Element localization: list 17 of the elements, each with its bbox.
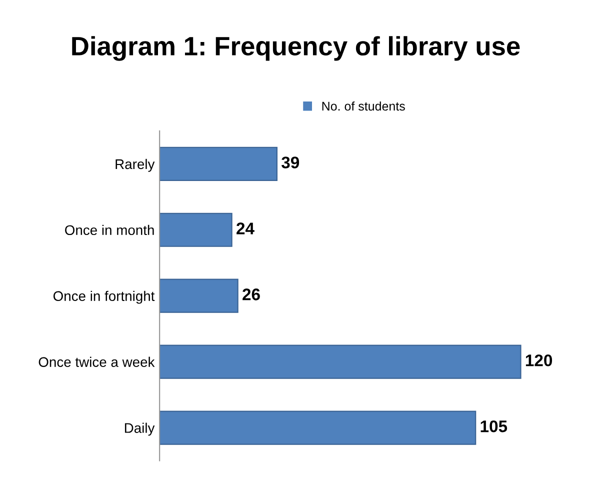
y-tick-label: Once twice a week xyxy=(38,356,155,367)
bar xyxy=(160,410,476,445)
chart-title: Diagram 1: Frequency of library use xyxy=(72,36,520,61)
legend-label: No. of students xyxy=(322,101,405,111)
bar xyxy=(160,146,278,181)
y-tick-label: Once in fortnight xyxy=(53,290,155,304)
bar xyxy=(160,344,522,379)
y-tick-label: Once in month xyxy=(65,224,154,236)
y-tick-label: Rarely xyxy=(116,158,155,172)
bar xyxy=(160,278,238,313)
data-label: 120 xyxy=(526,354,552,366)
data-label: 24 xyxy=(236,222,254,234)
data-label: 39 xyxy=(282,156,300,168)
y-tick-label: Daily xyxy=(124,422,155,436)
data-label: 105 xyxy=(480,420,508,432)
data-label: 26 xyxy=(242,288,260,300)
bar xyxy=(160,212,232,247)
